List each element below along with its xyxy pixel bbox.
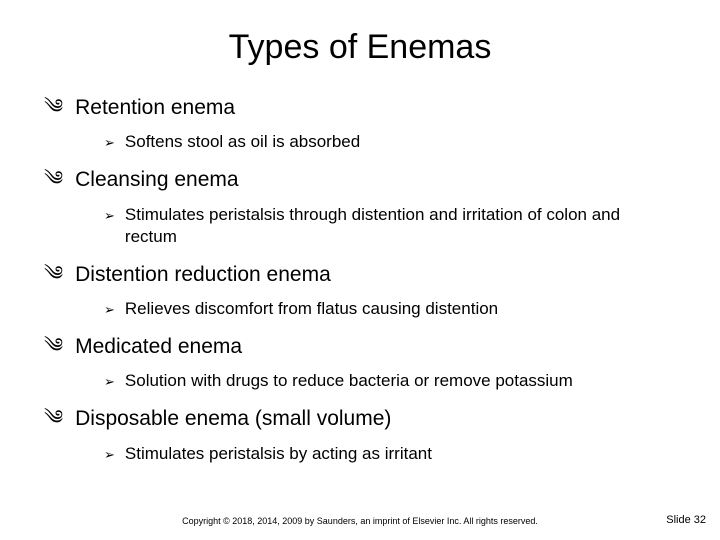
list-item-label: Medicated enema: [75, 334, 242, 360]
bullet-l1-icon: ༄: [44, 264, 63, 284]
list-subitem-text: Softens stool as oil is absorbed: [125, 131, 360, 153]
slide-number: Slide 32: [666, 514, 706, 526]
bullet-l2-icon: ➢: [104, 302, 115, 318]
list-subitem-text: Solution with drugs to reduce bacteria o…: [125, 370, 573, 392]
list-item-label: Disposable enema (small volume): [75, 406, 391, 432]
list-item-label: Distention reduction enema: [75, 262, 331, 288]
list-subitem: ➢ Relieves discomfort from flatus causin…: [104, 298, 680, 320]
list-subitem: ➢ Solution with drugs to reduce bacteria…: [104, 370, 680, 392]
bullet-l2-icon: ➢: [104, 447, 115, 463]
list-subitem-text: Stimulates peristalsis by acting as irri…: [125, 443, 432, 465]
list-subitem-text: Relieves discomfort from flatus causing …: [125, 298, 498, 320]
list-item-label: Cleansing enema: [75, 167, 238, 193]
list-subitem: ➢ Softens stool as oil is absorbed: [104, 131, 680, 153]
list-item: ༄ Distention reduction enema: [44, 262, 680, 288]
bullet-l1-icon: ༄: [44, 97, 63, 117]
list-subitem-text: Stimulates peristalsis through distentio…: [125, 204, 660, 248]
bullet-l1-icon: ༄: [44, 408, 63, 428]
bullet-l1-icon: ༄: [44, 336, 63, 356]
bullet-l2-icon: ➢: [104, 135, 115, 151]
list-item: ༄ Medicated enema: [44, 334, 680, 360]
slide: Types of Enemas ༄ Retention enema ➢ Soft…: [0, 0, 720, 540]
bullet-l2-icon: ➢: [104, 208, 115, 224]
list-item-label: Retention enema: [75, 95, 235, 121]
content-area: ༄ Retention enema ➢ Softens stool as oil…: [40, 95, 680, 465]
list-subitem: ➢ Stimulates peristalsis by acting as ir…: [104, 443, 680, 465]
list-item: ༄ Retention enema: [44, 95, 680, 121]
slide-title: Types of Enemas: [40, 28, 680, 67]
bullet-l2-icon: ➢: [104, 374, 115, 390]
list-item: ༄ Cleansing enema: [44, 167, 680, 193]
bullet-l1-icon: ༄: [44, 169, 63, 189]
list-item: ༄ Disposable enema (small volume): [44, 406, 680, 432]
list-subitem: ➢ Stimulates peristalsis through distent…: [104, 204, 680, 248]
copyright-footer: Copyright © 2018, 2014, 2009 by Saunders…: [0, 516, 720, 526]
